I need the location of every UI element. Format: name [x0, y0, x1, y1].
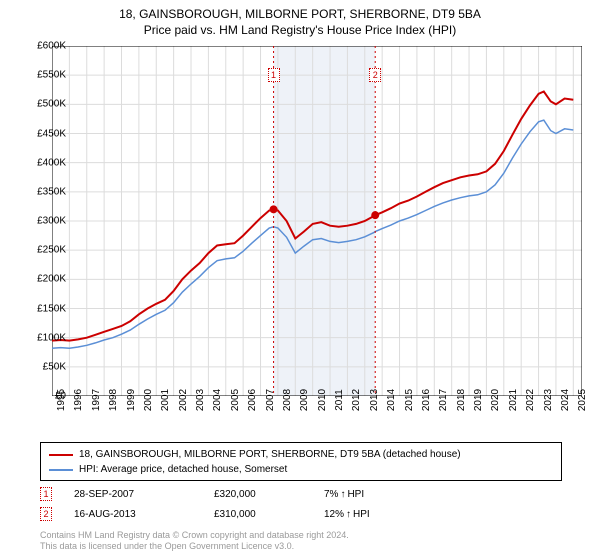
legend-swatch-property	[49, 454, 73, 456]
legend-item-property: 18, GAINSBOROUGH, MILBORNE PORT, SHERBOR…	[49, 447, 553, 462]
chart-sale-marker-label: 1	[268, 68, 280, 82]
y-tick-label: £150K	[37, 303, 66, 314]
x-tick-label: 2022	[525, 389, 536, 411]
title-line-1: 18, GAINSBOROUGH, MILBORNE PORT, SHERBOR…	[0, 6, 600, 22]
chart-area	[52, 46, 582, 396]
x-tick-label: 2010	[317, 389, 328, 411]
x-tick-label: 2002	[178, 389, 189, 411]
legend-label-hpi: HPI: Average price, detached house, Some…	[79, 462, 287, 477]
x-tick-label: 2013	[369, 389, 380, 411]
up-arrow-icon: ↑	[340, 489, 345, 500]
x-tick-label: 2016	[421, 389, 432, 411]
sale-hpi-pct-1: 7%	[324, 489, 338, 500]
x-tick-label: 2001	[160, 389, 171, 411]
footer-line-1: Contains HM Land Registry data © Crown c…	[40, 530, 562, 541]
x-tick-label: 1996	[73, 389, 84, 411]
sale-price-1: £320,000	[214, 489, 324, 500]
y-tick-label: £50K	[43, 361, 66, 372]
legend-item-hpi: HPI: Average price, detached house, Some…	[49, 462, 553, 477]
up-arrow-icon: ↑	[346, 509, 351, 520]
legend-label-property: 18, GAINSBOROUGH, MILBORNE PORT, SHERBOR…	[79, 447, 461, 462]
x-tick-label: 1999	[126, 389, 137, 411]
x-tick-label: 2014	[386, 389, 397, 411]
x-tick-label: 2020	[490, 389, 501, 411]
sale-hpi-pct-2: 12%	[324, 509, 344, 520]
sale-date-1: 28-SEP-2007	[74, 489, 214, 500]
x-tick-label: 2008	[282, 389, 293, 411]
legend: 18, GAINSBOROUGH, MILBORNE PORT, SHERBOR…	[40, 442, 562, 481]
x-tick-label: 2021	[508, 389, 519, 411]
x-tick-label: 2007	[265, 389, 276, 411]
y-tick-label: £350K	[37, 186, 66, 197]
x-tick-label: 2000	[143, 389, 154, 411]
y-tick-label: £550K	[37, 70, 66, 81]
sale-row-1: 1 28-SEP-2007 £320,000 7% ↑ HPI	[40, 484, 562, 504]
x-tick-label: 2004	[212, 389, 223, 411]
y-tick-label: £300K	[37, 216, 66, 227]
y-tick-label: £250K	[37, 245, 66, 256]
sale-marker-1: 1	[40, 487, 52, 501]
y-tick-label: £200K	[37, 274, 66, 285]
x-tick-label: 2005	[230, 389, 241, 411]
x-tick-label: 1998	[108, 389, 119, 411]
chart-sale-marker-label: 2	[369, 68, 381, 82]
x-tick-label: 2011	[334, 389, 345, 411]
x-tick-label: 2006	[247, 389, 258, 411]
sale-hpi-suffix-1: HPI	[347, 489, 364, 500]
x-tick-label: 2023	[543, 389, 554, 411]
x-tick-label: 2024	[560, 389, 571, 411]
chart-container: 18, GAINSBOROUGH, MILBORNE PORT, SHERBOR…	[0, 0, 600, 560]
chart-svg	[52, 46, 582, 396]
y-tick-label: £500K	[37, 99, 66, 110]
x-tick-label: 2018	[456, 389, 467, 411]
sale-hpi-2: 12% ↑ HPI	[324, 509, 370, 520]
x-tick-label: 2003	[195, 389, 206, 411]
x-tick-label: 1997	[91, 389, 102, 411]
sale-row-2: 2 16-AUG-2013 £310,000 12% ↑ HPI	[40, 504, 562, 524]
x-tick-label: 2015	[404, 389, 415, 411]
title-block: 18, GAINSBOROUGH, MILBORNE PORT, SHERBOR…	[0, 0, 600, 38]
legend-swatch-hpi	[49, 469, 73, 471]
sale-marker-2: 2	[40, 507, 52, 521]
y-tick-label: £450K	[37, 128, 66, 139]
y-tick-label: £600K	[37, 41, 66, 52]
x-tick-label: 1995	[56, 389, 67, 411]
x-tick-label: 2019	[473, 389, 484, 411]
x-tick-label: 2017	[438, 389, 449, 411]
x-tick-label: 2012	[351, 389, 362, 411]
sales-table: 1 28-SEP-2007 £320,000 7% ↑ HPI 2 16-AUG…	[40, 484, 562, 524]
sale-hpi-suffix-2: HPI	[353, 509, 370, 520]
footer-line-2: This data is licensed under the Open Gov…	[40, 541, 562, 552]
x-tick-label: 2025	[577, 389, 588, 411]
y-tick-label: £100K	[37, 332, 66, 343]
sale-price-2: £310,000	[214, 509, 324, 520]
sale-date-2: 16-AUG-2013	[74, 509, 214, 520]
footer-note: Contains HM Land Registry data © Crown c…	[40, 530, 562, 553]
y-tick-label: £400K	[37, 157, 66, 168]
x-tick-label: 2009	[299, 389, 310, 411]
title-line-2: Price paid vs. HM Land Registry's House …	[0, 22, 600, 38]
sale-hpi-1: 7% ↑ HPI	[324, 489, 364, 500]
